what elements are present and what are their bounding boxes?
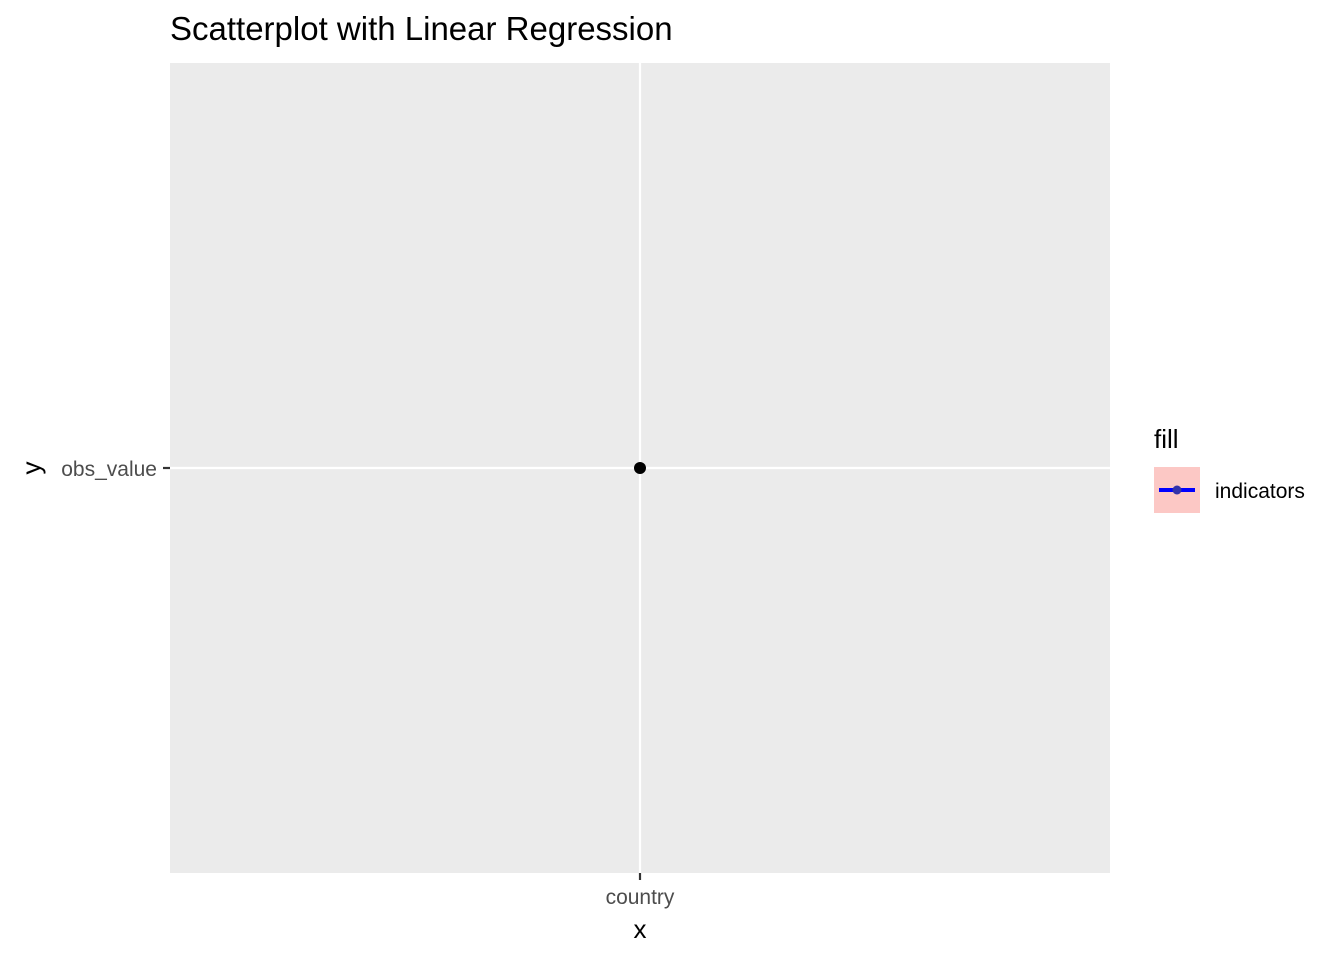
data-points (634, 462, 646, 474)
y-tick-label: obs_value (61, 458, 157, 481)
legend-label-indicators: indicators (1215, 480, 1305, 503)
x-axis-title: x (634, 914, 647, 944)
chart-title: Scatterplot with Linear Regression (170, 10, 673, 47)
x-tick-label: country (606, 886, 675, 909)
y-axis-title: y (16, 462, 46, 475)
legend: fill indicators (1154, 424, 1305, 513)
legend-title: fill (1154, 424, 1179, 454)
axis-ticks: country obs_value (61, 458, 675, 909)
data-point (634, 462, 646, 474)
legend-key-point (1172, 485, 1182, 495)
